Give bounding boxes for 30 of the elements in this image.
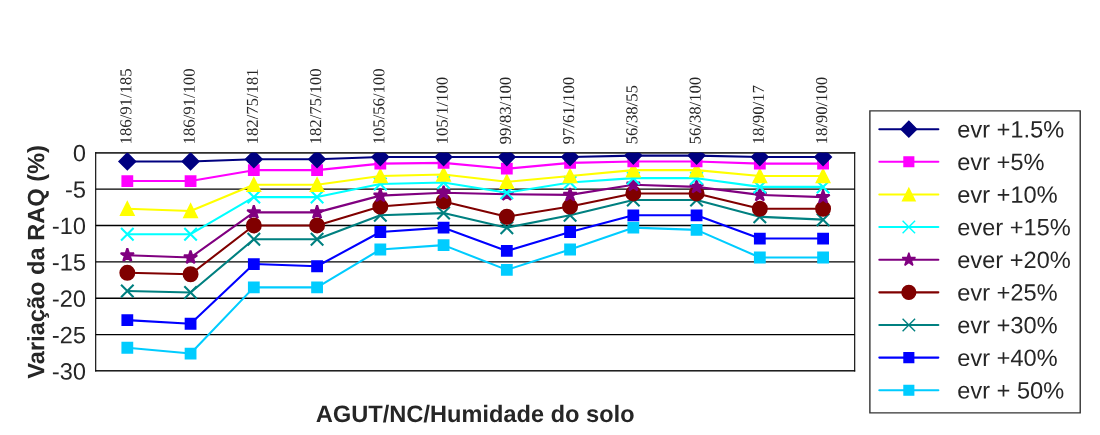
legend-label: evr +40% bbox=[958, 349, 1057, 367]
legend-label: evr +5% bbox=[958, 153, 1044, 171]
x-tick-label: 56/38/100 bbox=[689, 77, 701, 144]
y-tick-label: -30 bbox=[52, 363, 86, 380]
x-tick-label: 97/61/100 bbox=[563, 77, 575, 144]
x-tick-label: 105/56/100 bbox=[373, 69, 385, 143]
legend-label: ever +20% bbox=[958, 251, 1070, 269]
y-axis-title: Variação da RAQ (%) bbox=[27, 146, 50, 379]
x-tick-label: 186/91/185 bbox=[120, 69, 132, 143]
x-axis-title: AGUT/NC/Humidade do solo bbox=[316, 404, 634, 423]
x-tick-label: 105/1/100 bbox=[436, 77, 448, 143]
y-tick-label: -25 bbox=[52, 326, 85, 344]
x-tick-label: 182/75/100 bbox=[310, 69, 322, 143]
x-tick-label: 99/83/100 bbox=[499, 77, 511, 144]
y-tick-label: -10 bbox=[52, 217, 86, 235]
x-tick-label: 182/75/181 bbox=[246, 69, 258, 143]
y-tick-label: -5 bbox=[66, 181, 85, 198]
legend-label: evr +25% bbox=[958, 284, 1057, 301]
x-tick-label: 18/90/100 bbox=[816, 77, 828, 143]
x-tick-label: 18/90/17 bbox=[752, 85, 764, 143]
y-tick-label: -20 bbox=[52, 290, 86, 308]
y-tick-label: 0 bbox=[73, 144, 86, 162]
legend-label: evr +10% bbox=[958, 186, 1057, 203]
x-tick-label: 56/38/55 bbox=[626, 85, 638, 144]
x-tick-label: 186/91/100 bbox=[183, 69, 195, 143]
legend-label: evr + 50% bbox=[958, 382, 1064, 399]
legend-label: evr +1.5% bbox=[958, 121, 1064, 138]
legend-label: ever +15% bbox=[958, 218, 1070, 236]
legend-label: evr +30% bbox=[958, 316, 1057, 334]
y-tick-label: -15 bbox=[52, 254, 85, 271]
